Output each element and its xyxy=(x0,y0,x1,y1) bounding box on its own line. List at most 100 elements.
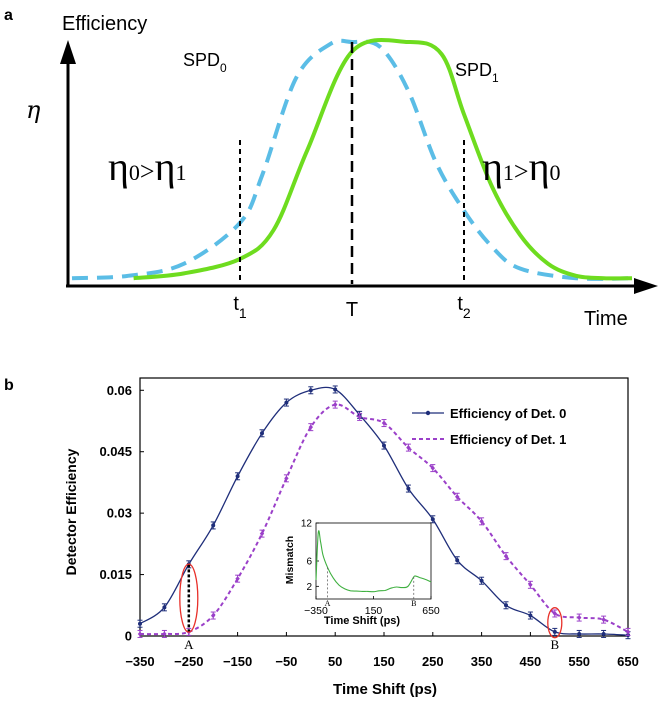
panel-b-xtick-label-9: 550 xyxy=(568,654,590,669)
panel-a-marker-label-T: T xyxy=(346,299,358,321)
panel-b-point-s1-13 xyxy=(455,494,460,500)
panel-b-point-s1-14 xyxy=(479,518,484,524)
panel-a-y-arrow xyxy=(60,40,76,64)
panel-b-xtick-label-5: 150 xyxy=(373,654,395,669)
panel-a-annotation-left: η0>η1 xyxy=(108,144,187,189)
inset-ylabel: Mismatch xyxy=(284,536,296,584)
panel-b-legend: Efficiency of Det. 0 Efficiency of Det. … xyxy=(412,406,566,447)
panel-b-point-s1-10 xyxy=(381,420,387,426)
panel-a-eta-symbol: η xyxy=(26,96,41,124)
panel-b-xtick-label-4: 50 xyxy=(328,654,342,669)
panel-b-point-s1-11 xyxy=(406,445,411,451)
panel-a-xlabel: Time xyxy=(584,308,628,330)
inset-xtick-label-1: 150 xyxy=(365,605,383,617)
panel-a-spd0-label: SPD0 xyxy=(183,50,227,75)
panel-b-point-s0-16 xyxy=(528,613,533,618)
panel-b-point-s0-14 xyxy=(479,578,484,583)
panel-b-point-s0-6 xyxy=(284,400,289,405)
panel-b-B-ellipse xyxy=(547,607,563,639)
panel-b-ytick-label-3: 0.045 xyxy=(99,444,132,459)
panel-b-point-s0-3 xyxy=(211,523,216,528)
panel-b-points xyxy=(137,385,631,640)
panel-b-ytick-label-1: 0.015 xyxy=(99,567,132,582)
inset-ytick-label-2: 12 xyxy=(301,519,313,530)
panel-b-point-s0-1 xyxy=(162,605,167,610)
panel-a-marker-label-t2: t2 xyxy=(457,293,471,321)
panel-b-ylabel: Detector Efficiency xyxy=(63,448,79,575)
panel-b-point-s1-16 xyxy=(528,582,533,588)
inset-point-label-B: B xyxy=(411,599,416,608)
panel-b-point-label-B: B xyxy=(550,637,559,652)
inset-point-label-A: A xyxy=(325,599,331,608)
panel-b-point-s1-15 xyxy=(503,553,509,559)
panel-b-xtick-label-8: 450 xyxy=(520,654,542,669)
panel-a-x-arrow xyxy=(634,278,658,294)
legend-det0-marker xyxy=(425,410,431,416)
panel-b-point-s1-1 xyxy=(162,631,167,637)
panel-b-xtick-label-7: 350 xyxy=(471,654,493,669)
inset-xtick-label-0: −350 xyxy=(304,605,328,617)
panel-b-point-s1-7 xyxy=(308,424,313,430)
panel-b-point-s0-15 xyxy=(504,603,508,608)
panel-a-series-spd1 xyxy=(133,37,633,281)
panel-b-point-s0-13 xyxy=(455,558,460,563)
panel-b-point-s1-0 xyxy=(137,631,143,637)
panel-a-ylabel: Efficiency xyxy=(62,13,147,35)
panel-b-ytick-label-2: 0.03 xyxy=(107,506,132,521)
panel-b-point-s1-17 xyxy=(552,610,557,617)
inset-ytick-label-0: 2 xyxy=(306,582,312,593)
panel-b-x-ticks: −350 −250 −150 −50 50 150 250 350 450 550 650 xyxy=(125,632,639,669)
panel-b-xtick-label-6: 250 xyxy=(422,654,444,669)
panel-b-point-s1-3 xyxy=(211,612,216,619)
panel-b-point-s0-10 xyxy=(382,443,386,448)
inset-x-ticks: −350 150 650 xyxy=(304,596,440,617)
panel-b-point-s1-20 xyxy=(625,629,631,635)
panel-b-point-s1-8 xyxy=(333,402,338,408)
panel-a-label: a xyxy=(4,7,13,24)
panel-b-point-s0-17 xyxy=(552,629,557,634)
panel-b-label: b xyxy=(4,377,14,394)
panel-b-xtick-label-3: −50 xyxy=(275,654,297,669)
panel-b-point-s1-19 xyxy=(601,617,606,623)
inset-frame xyxy=(315,522,432,600)
panel-b-xlabel: Time Shift (ps) xyxy=(333,681,437,698)
panel-b-point-s0-7 xyxy=(308,388,313,393)
panel-b-ytick-label-4: 0.06 xyxy=(107,383,132,398)
panel-b-point-s0-19 xyxy=(601,631,606,636)
panel-a-series-spd0 xyxy=(71,38,633,281)
panel-b-point-s0-5 xyxy=(260,431,264,436)
panel-b-point-label-A: A xyxy=(184,637,194,652)
panel-b-point-s1-18 xyxy=(577,614,582,621)
panel-b-point-s0-0 xyxy=(138,621,142,626)
panel-b-point-s0-4 xyxy=(235,474,240,479)
inset-xtick-label-2: 650 xyxy=(422,605,440,617)
panel-b-point-s0-11 xyxy=(406,486,411,491)
panel-b-point-s0-8 xyxy=(333,387,338,392)
panel-b-point-s1-5 xyxy=(259,531,265,537)
panel-b-xtick-label-1: −250 xyxy=(174,654,203,669)
panel-b-inset: Mismatch Time Shift (ps) 2 6 12 −350 150 650… xyxy=(284,519,440,628)
legend-det1-label: Efficiency of Det. 1 xyxy=(450,432,566,447)
panel-a-marker-label-t1: t1 xyxy=(233,293,247,321)
panel-b-point-s1-4 xyxy=(235,576,240,582)
panel-b-xtick-label-10: 650 xyxy=(617,654,639,669)
inset-ytick-label-1: 6 xyxy=(306,557,312,568)
panel-b-point-s1-9 xyxy=(357,414,362,420)
panel-b-point-s0-12 xyxy=(430,517,435,522)
panel-b-point-s1-12 xyxy=(430,465,435,471)
inset-xlabel: Time Shift (ps) xyxy=(324,615,401,627)
panel-b-A-ellipse xyxy=(179,563,199,633)
panel-b-annotations: A B xyxy=(179,563,563,652)
inset-series-mismatch xyxy=(315,530,432,593)
panel-b-xtick-label-0: −350 xyxy=(125,654,154,669)
panel-b-ytick-label-0: 0 xyxy=(125,629,132,644)
panel-b-y-ticks: 0 0.015 0.03 0.045 0.06 xyxy=(99,383,144,644)
panel-a-annotation-right: η1>η0 xyxy=(482,144,561,189)
legend-det0-label: Efficiency of Det. 0 xyxy=(450,406,566,421)
panel-a-spd1-label: SPD1 xyxy=(455,60,499,85)
panel-a-curves xyxy=(71,37,633,281)
panel-b-point-s0-18 xyxy=(577,631,582,636)
panel-b-point-s1-6 xyxy=(284,475,289,481)
panel-b-xtick-label-2: −150 xyxy=(223,654,252,669)
